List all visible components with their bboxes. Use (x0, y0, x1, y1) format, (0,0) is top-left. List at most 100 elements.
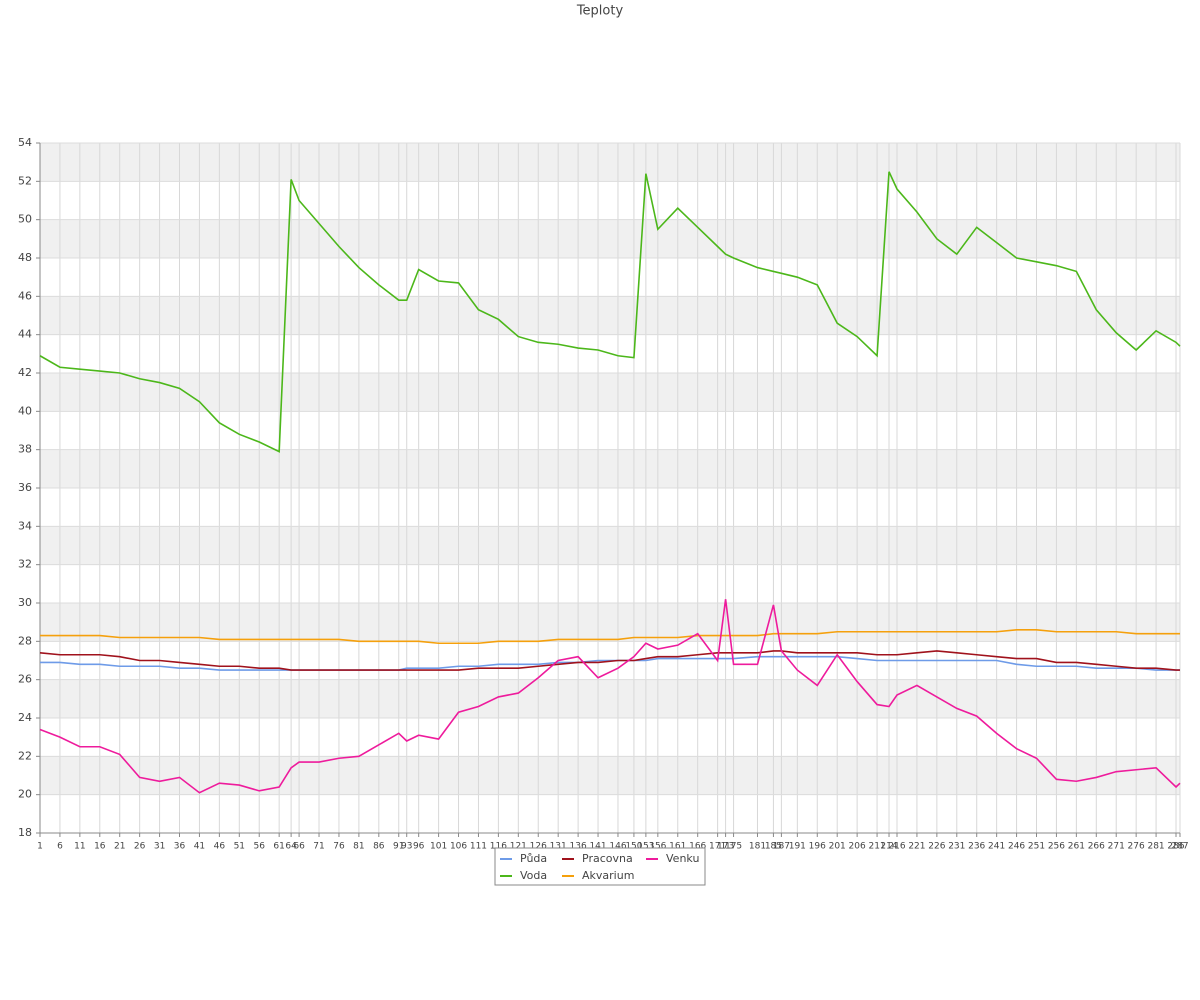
x-tick-label: 76 (333, 842, 345, 852)
y-tick-label: 18 (18, 826, 32, 839)
grid-band (40, 603, 1180, 642)
x-tick-label: 286 (1167, 842, 1184, 852)
x-tick-label: 81 (353, 842, 364, 852)
x-tick-label: 261 (1068, 842, 1085, 852)
x-tick-label: 156 (649, 842, 666, 852)
chart-title: Teploty (576, 4, 624, 19)
y-tick-label: 24 (18, 711, 32, 724)
x-tick-label: 214 (880, 842, 897, 852)
legend-box (494, 847, 706, 886)
series-line (39, 599, 1181, 794)
x-tick-label: 16 (94, 842, 106, 852)
x-tick-label: 86 (373, 842, 385, 852)
y-tick-label: 26 (18, 673, 32, 686)
x-tick-label: 266 (1088, 842, 1105, 852)
x-tick-label: 185 (765, 842, 782, 852)
y-tick-label: 46 (18, 289, 32, 302)
x-tick-label: 256 (1048, 842, 1065, 852)
legend-label: Pracovna (582, 852, 633, 865)
legend-label: Akvarium (582, 869, 634, 882)
grid-band (40, 526, 1180, 565)
x-tick-label: 131 (550, 842, 567, 852)
y-tick-label: 36 (18, 481, 32, 494)
x-tick-label: 206 (849, 842, 866, 852)
x-tick-label: 41 (194, 842, 205, 852)
grid-band (40, 756, 1180, 795)
x-tick-label: 11 (74, 842, 85, 852)
x-tick-label: 61 (273, 842, 284, 852)
y-tick-label: 34 (18, 519, 32, 532)
x-tick-label: 136 (570, 842, 587, 852)
y-tick-label: 42 (18, 366, 32, 379)
x-tick-label: 126 (530, 842, 547, 852)
grid-band (40, 679, 1180, 718)
x-tick-label: 64 (285, 842, 297, 852)
x-tick-label: 51 (234, 842, 245, 852)
x-tick-label: 171 (709, 842, 726, 852)
y-tick-label: 52 (18, 174, 32, 187)
x-tick-label: 276 (1128, 842, 1145, 852)
x-tick-label: 153 (637, 842, 654, 852)
x-tick-label: 221 (908, 842, 925, 852)
x-tick-label: 196 (809, 842, 826, 852)
x-tick-label: 21 (114, 842, 125, 852)
x-tick-label: 241 (988, 842, 1005, 852)
series-line (39, 171, 1181, 453)
y-tick-label: 38 (18, 443, 32, 456)
x-tick-label: 187 (773, 842, 790, 852)
x-tick-label: 211 (868, 842, 885, 852)
x-tick-label: 281 (1147, 842, 1164, 852)
y-tick-label: 20 (18, 788, 32, 801)
x-tick-label: 216 (888, 842, 905, 852)
legend-label: Voda (520, 869, 547, 882)
x-tick-label: 96 (413, 842, 425, 852)
x-tick-label: 287 (1171, 842, 1188, 852)
x-tick-label: 71 (313, 842, 324, 852)
y-tick-label: 30 (18, 596, 32, 609)
x-tick-label: 31 (154, 842, 165, 852)
x-tick-label: 226 (928, 842, 945, 852)
x-tick-label: 26 (134, 842, 146, 852)
x-tick-label: 56 (254, 842, 266, 852)
y-tick-label: 22 (18, 749, 32, 762)
x-tick-label: 231 (948, 842, 965, 852)
grid-band (40, 373, 1180, 412)
x-tick-label: 181 (749, 842, 766, 852)
x-tick-label: 236 (968, 842, 985, 852)
y-tick-label: 54 (18, 136, 32, 149)
x-tick-label: 1 (37, 842, 43, 852)
x-tick-label: 66 (293, 842, 305, 852)
y-tick-label: 28 (18, 634, 32, 647)
x-tick-label: 116 (490, 842, 507, 852)
x-tick-label: 91 (393, 842, 404, 852)
series-line (39, 650, 1180, 671)
x-tick-label: 166 (689, 842, 706, 852)
grid-band (40, 296, 1180, 335)
y-tick-label: 40 (18, 404, 32, 417)
series-line (40, 655, 1180, 671)
x-tick-label: 141 (589, 842, 606, 852)
x-tick-label: 146 (609, 842, 626, 852)
x-tick-label: 46 (214, 842, 226, 852)
x-tick-label: 201 (829, 842, 846, 852)
grid-band (40, 143, 1180, 182)
x-tick-label: 6 (57, 842, 63, 852)
x-tick-label: 36 (174, 842, 186, 852)
x-tick-label: 251 (1028, 842, 1045, 852)
y-tick-label: 50 (18, 213, 32, 226)
x-tick-label: 173 (717, 842, 734, 852)
series-line (40, 629, 1180, 645)
y-tick-label: 48 (18, 251, 32, 264)
legend-label: Půda (520, 852, 547, 865)
x-tick-label: 93 (401, 842, 412, 852)
x-tick-label: 161 (669, 842, 686, 852)
y-tick-label: 44 (18, 328, 32, 341)
grid-band (40, 219, 1180, 258)
x-tick-label: 106 (450, 842, 467, 852)
x-tick-label: 271 (1108, 842, 1125, 852)
x-tick-label: 101 (430, 842, 447, 852)
legend-label: Venku (666, 852, 699, 865)
x-tick-label: 150 (625, 842, 642, 852)
grid-band (40, 449, 1180, 488)
